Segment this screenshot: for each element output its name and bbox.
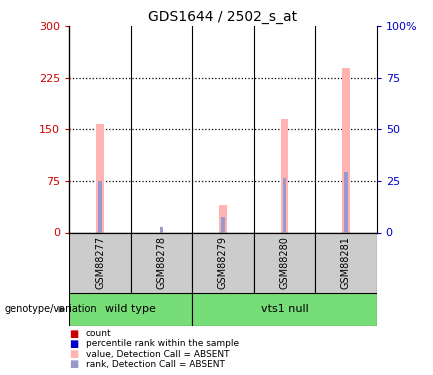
Text: vts1 null: vts1 null — [261, 304, 308, 314]
Text: percentile rank within the sample: percentile rank within the sample — [86, 339, 239, 348]
Bar — [96, 124, 104, 232]
Text: GSM88279: GSM88279 — [218, 236, 228, 289]
Bar — [315, 232, 377, 292]
Bar — [69, 232, 131, 292]
Bar — [344, 172, 348, 232]
Bar — [131, 232, 192, 292]
Text: GSM88281: GSM88281 — [341, 236, 351, 289]
Bar — [221, 217, 225, 232]
Text: GSM88277: GSM88277 — [95, 236, 105, 289]
Text: ■: ■ — [69, 339, 78, 349]
Bar — [69, 292, 192, 326]
Bar — [342, 68, 350, 232]
Text: ■: ■ — [69, 359, 78, 369]
Bar — [160, 227, 163, 232]
Text: value, Detection Call = ABSENT: value, Detection Call = ABSENT — [86, 350, 229, 358]
Bar — [281, 119, 288, 232]
Text: genotype/variation: genotype/variation — [4, 304, 97, 314]
Bar — [192, 292, 377, 326]
Text: GSM88280: GSM88280 — [279, 236, 290, 289]
Text: rank, Detection Call = ABSENT: rank, Detection Call = ABSENT — [86, 360, 225, 369]
Bar — [254, 232, 315, 292]
Bar — [219, 205, 227, 232]
Bar — [283, 177, 286, 232]
Text: ■: ■ — [69, 329, 78, 339]
Bar — [192, 232, 254, 292]
Text: ■: ■ — [69, 349, 78, 359]
Text: wild type: wild type — [105, 304, 156, 314]
Text: count: count — [86, 329, 111, 338]
Text: GSM88278: GSM88278 — [156, 236, 167, 289]
Bar — [98, 181, 102, 232]
Title: GDS1644 / 2502_s_at: GDS1644 / 2502_s_at — [149, 10, 297, 24]
